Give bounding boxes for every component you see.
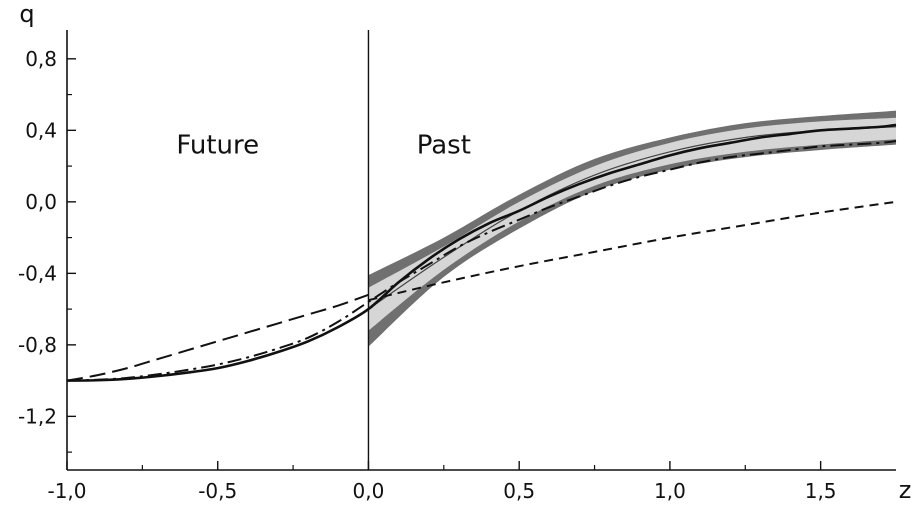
y-tick-label: -0,4 (18, 261, 57, 285)
x-tick-label: 0,5 (503, 479, 535, 503)
x-tick-label: 1,0 (654, 479, 686, 503)
series-lines (66, 123, 897, 382)
x-tick-label: -1,0 (47, 479, 86, 503)
x-tick-label: 1,5 (805, 479, 837, 503)
series-line-short-dash (368, 200, 897, 302)
labels: q z Future Past (19, 0, 911, 504)
series-line-long-dash (66, 293, 369, 382)
axes (66, 30, 896, 471)
x-tick-label: -0,5 (198, 479, 237, 503)
y-tick-label: 0,8 (25, 47, 57, 71)
x-axis-title: z (899, 476, 912, 504)
x-tick-label: 0,0 (353, 479, 385, 503)
y-tick-label: 0,0 (25, 190, 57, 214)
region-label: Future (176, 131, 259, 161)
series-line-solid-thick (66, 123, 897, 382)
y-tick-label: 0,4 (25, 118, 57, 142)
band-light (368, 117, 896, 331)
series-line-dash-dot (66, 140, 897, 382)
y-tick-label: -0,8 (18, 333, 57, 357)
y-tick-label: -1,2 (18, 404, 57, 428)
confidence-bands (368, 110, 896, 347)
y-axis-title: q (19, 0, 34, 28)
region-label: Past (417, 131, 471, 161)
ticks: -1,0 -0,5 0,0 0,5 1,0 1,5 0,8 0,4 0,0 -0,4 -0,8 -1,… (18, 47, 837, 503)
